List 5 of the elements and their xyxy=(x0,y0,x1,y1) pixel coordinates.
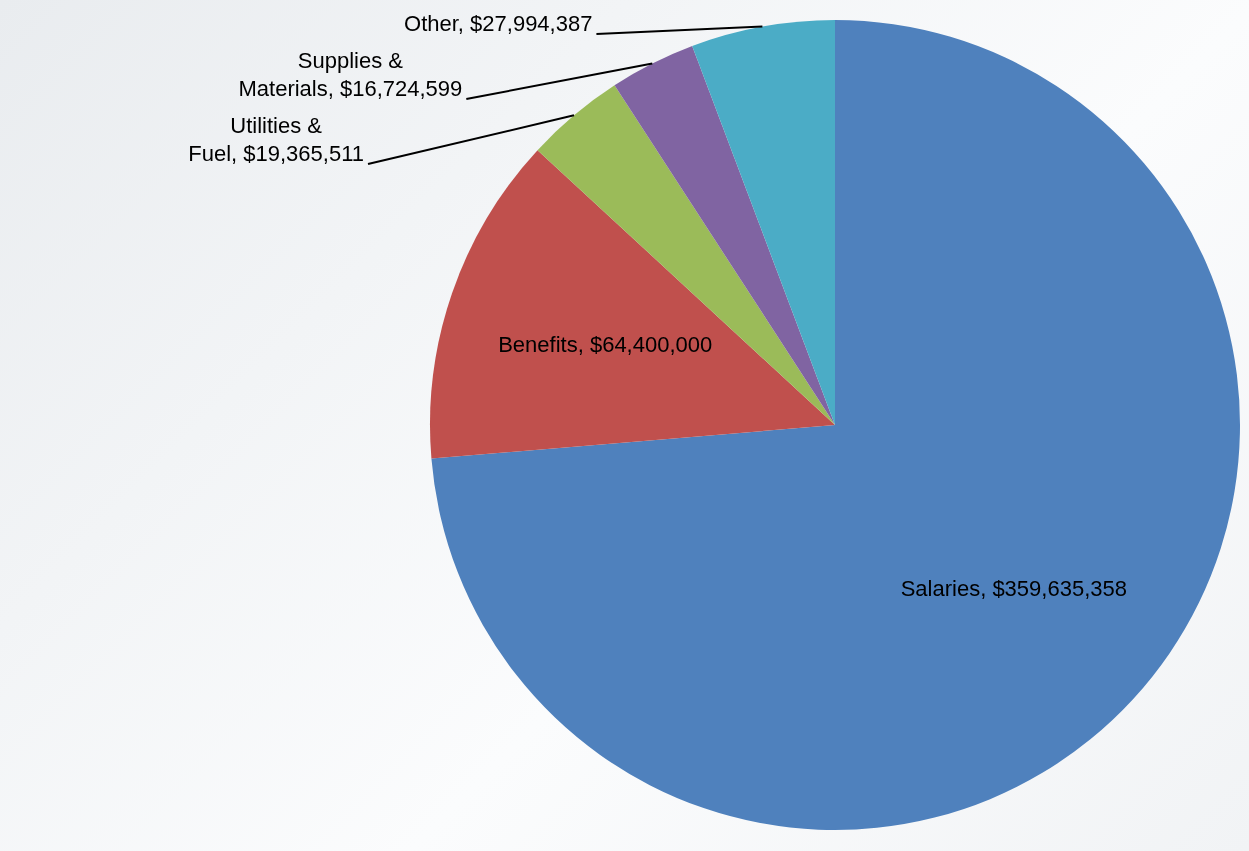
slice-label: Utilities & Fuel, $19,365,511 xyxy=(188,113,365,167)
slice-label: Benefits, $64,400,000 xyxy=(498,332,713,357)
slice-label: Salaries, $359,635,358 xyxy=(900,575,1127,601)
slice-label: Other, $27,994,387 xyxy=(404,11,593,37)
slice-label: Supplies & Materials, $16,724,599 xyxy=(238,48,463,102)
